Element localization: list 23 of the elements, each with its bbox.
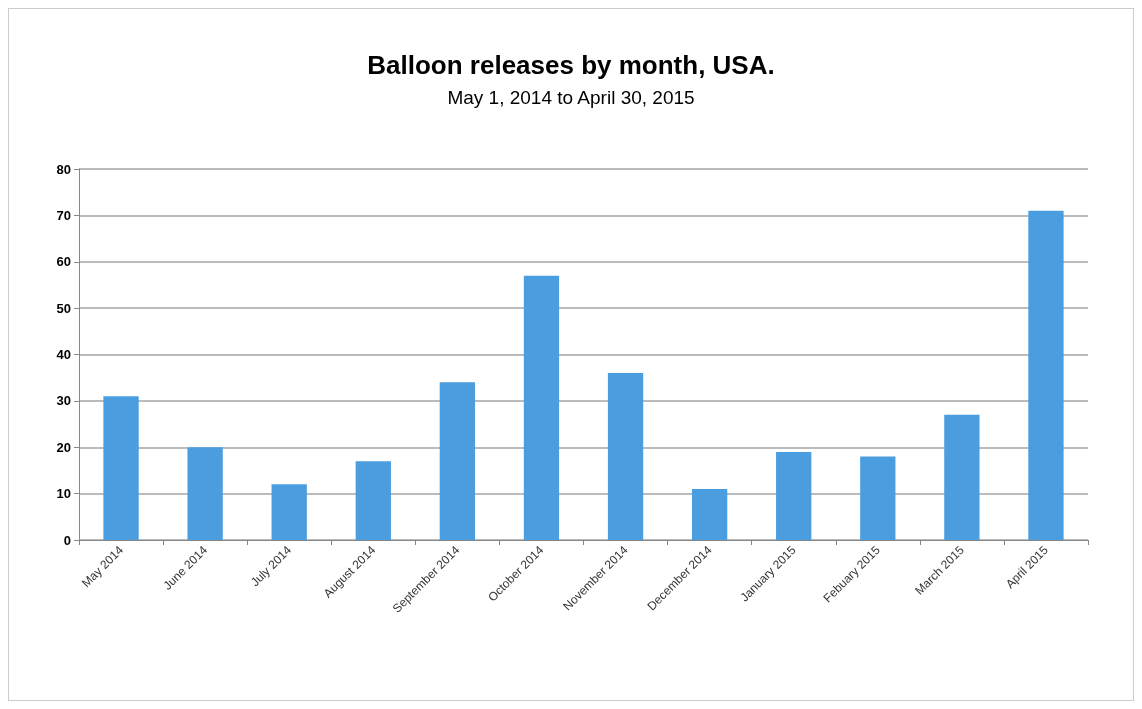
y-tick-label: 80 <box>56 161 71 177</box>
bar <box>607 373 644 540</box>
bar <box>439 382 476 540</box>
bar <box>271 484 307 540</box>
chart-title: Balloon releases by month, USA. <box>367 50 775 80</box>
y-tick-label: 10 <box>56 486 71 502</box>
y-tick-label: 60 <box>56 254 71 270</box>
bar <box>776 451 812 540</box>
bar <box>523 275 560 540</box>
bar <box>691 488 728 540</box>
y-tick-label: 30 <box>56 393 71 409</box>
bar <box>1028 210 1064 540</box>
y-tick-label: 50 <box>56 300 71 316</box>
bar <box>103 396 139 540</box>
bar <box>944 414 980 540</box>
y-tick-label: 70 <box>56 207 71 223</box>
y-tick-label: 20 <box>56 439 71 455</box>
bar <box>355 461 391 540</box>
chart-subtitle: May 1, 2014 to April 30, 2015 <box>447 87 695 108</box>
y-tick-label: 40 <box>56 347 71 362</box>
bar <box>860 456 896 540</box>
y-tick-label: 0 <box>63 532 71 548</box>
bar <box>187 447 223 540</box>
